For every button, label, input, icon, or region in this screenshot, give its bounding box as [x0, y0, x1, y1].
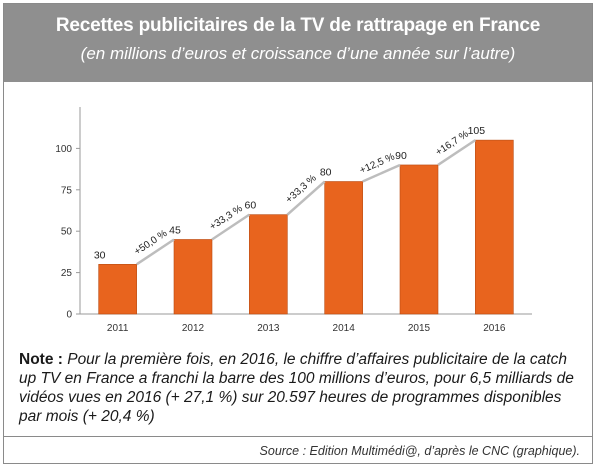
value-label: 30	[94, 249, 106, 261]
y-tick-label: 0	[66, 310, 72, 321]
growth-label: +33,3 %	[208, 203, 245, 233]
y-tick-label: 25	[61, 268, 73, 279]
bar-2015	[399, 164, 439, 315]
note-paragraph: Note : Pour la première fois, en 2016, l…	[19, 350, 579, 426]
x-tick-label: 2013	[257, 323, 280, 334]
infographic-frame: Recettes publicitaires de la TV de rattr…	[3, 3, 593, 464]
value-label: 105	[468, 125, 486, 137]
header-banner: Recettes publicitaires de la TV de rattr…	[4, 4, 592, 82]
growth-connector	[362, 163, 401, 183]
bar-2011	[98, 264, 137, 315]
x-tick-label: 2016	[483, 323, 506, 334]
bar-2014	[324, 181, 363, 315]
note-text: Pour la première fois, en 2016, le chiff…	[19, 351, 574, 425]
growth-connector	[437, 139, 477, 167]
x-tick-label: 2011	[107, 323, 129, 334]
growth-connector	[211, 213, 251, 241]
source-bar: Source : Edition Multimédi@, d’après le …	[4, 436, 592, 464]
value-label: 80	[320, 167, 332, 179]
y-tick-label: 75	[61, 185, 73, 196]
x-axis: 2011 2012 2013 2014 2015 2016	[80, 313, 532, 334]
x-tick-label: 2014	[333, 323, 356, 334]
growth-connector	[135, 238, 175, 266]
y-tick-label: 50	[61, 227, 73, 238]
y-axis: 0 25 50 75 100	[55, 107, 81, 321]
growth-label: +12,5 %	[358, 151, 396, 176]
x-tick-label: 2015	[408, 323, 431, 334]
source-text: Source : Edition Multimédi@, d’après le …	[259, 444, 580, 458]
value-label: 60	[244, 200, 256, 212]
bars-group	[98, 139, 514, 315]
value-label: 45	[169, 224, 181, 236]
x-tick-label: 2012	[182, 323, 205, 334]
bar-2016	[475, 139, 514, 315]
growth-connector	[286, 180, 326, 216]
bar-2013	[249, 214, 288, 315]
chart-title: Recettes publicitaires de la TV de rattr…	[55, 15, 541, 36]
value-label: 90	[395, 150, 407, 162]
growth-label: +16,7 %	[434, 129, 471, 159]
trend-line-group	[135, 139, 477, 266]
bar-2012	[173, 239, 213, 315]
growth-label: +50,0 %	[133, 228, 170, 258]
chart-subtitle: (en millions d’euros et croissance d’une…	[80, 44, 516, 63]
bar-chart: 0 25 50 75 100 2011 2012 2013 2014 2015 2016 30 45…	[55, 107, 532, 334]
note-label: Note :	[19, 351, 63, 368]
y-tick-label: 100	[55, 144, 72, 155]
